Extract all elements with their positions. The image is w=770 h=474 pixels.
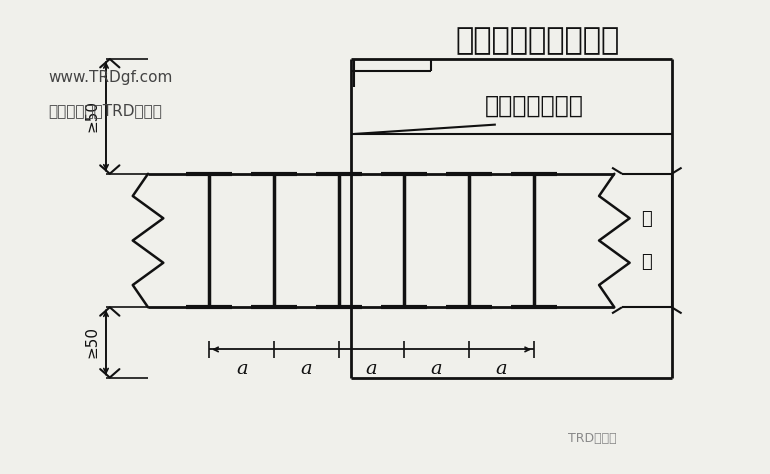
Text: a: a <box>301 360 313 378</box>
Text: a: a <box>430 360 443 378</box>
Text: a: a <box>236 360 247 378</box>
Text: a: a <box>496 360 507 378</box>
Text: www.TRDgf.com: www.TRDgf.com <box>49 70 173 85</box>
Text: ≥50: ≥50 <box>85 100 100 132</box>
Text: ≥50: ≥50 <box>85 327 100 358</box>
Text: 型钢（等间距）: 型钢（等间距） <box>484 94 584 118</box>
Text: 微信公众号：TRD工法网: 微信公众号：TRD工法网 <box>49 103 162 118</box>
Text: 墙: 墙 <box>641 210 652 228</box>
Text: 厚: 厚 <box>641 253 652 271</box>
Text: TRD工法网: TRD工法网 <box>568 432 617 445</box>
Text: a: a <box>366 360 377 378</box>
Text: 等厚度水泥土搅拌墙: 等厚度水泥土搅拌墙 <box>456 26 620 55</box>
